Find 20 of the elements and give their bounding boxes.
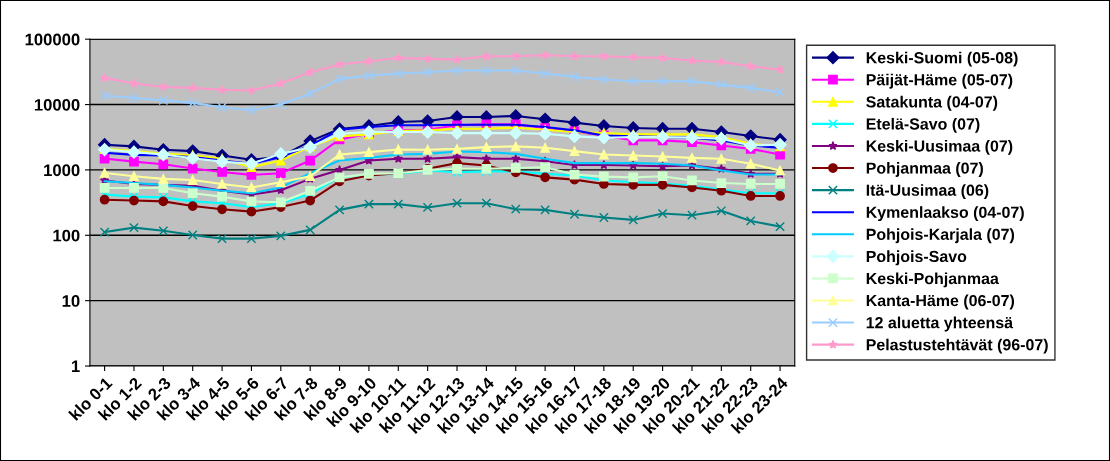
legend-label: Pohjois-Savo (866, 250, 967, 266)
legend-label: Itä-Uusimaa (06) (866, 184, 989, 200)
legend-label: Kymenlaakso (04-07) (866, 206, 1024, 222)
y-tick-label: 100 (53, 229, 80, 242)
legend-label: Keski-Pohjanmaa (866, 272, 999, 288)
legend-label: Keski-Uusimaa (07) (866, 139, 1013, 155)
legend-label: Pelastustehtävät (96-07) (866, 338, 1048, 354)
legend-label: Keski-Suomi (05-08) (866, 51, 1018, 67)
y-tick-label: 100000 (25, 33, 80, 46)
y-tick-label: 1 (71, 360, 80, 373)
legend-label: Pohjois-Karjala (07) (866, 228, 1015, 244)
legend-label: Päijät-Häme (05-07) (866, 73, 1013, 89)
legend-label: 12 aluetta yhteensä (866, 316, 1014, 332)
y-tick-label: 1000 (44, 164, 80, 177)
legend-label: Pohjanmaa (07) (866, 162, 983, 177)
y-tick-label: 10 (62, 295, 80, 307)
legend-label: Satakunta (04-07) (866, 95, 998, 111)
y-tick-label: 10000 (34, 98, 80, 111)
legend-label: Kanta-Häme (06-07) (866, 294, 1015, 310)
legend-label: Etelä-Savo (07) (866, 117, 980, 133)
